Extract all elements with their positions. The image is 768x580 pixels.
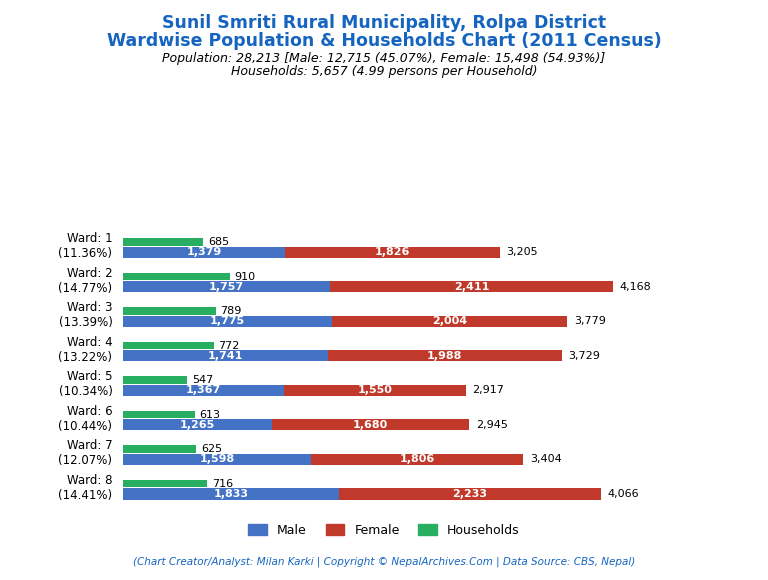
Bar [123, 238, 204, 246]
Text: Sunil Smriti Rural Municipality, Rolpa District: Sunil Smriti Rural Municipality, Rolpa D… [162, 14, 606, 32]
Bar [123, 488, 339, 499]
Text: 4,168: 4,168 [620, 282, 651, 292]
Legend: Male, Female, Households: Male, Female, Households [243, 519, 525, 542]
Text: (Chart Creator/Analyst: Milan Karki | Copyright © NepalArchives.Com | Data Sourc: (Chart Creator/Analyst: Milan Karki | Co… [133, 557, 635, 567]
Bar [123, 273, 230, 280]
Text: Households: 5,657 (4.99 persons per Household): Households: 5,657 (4.99 persons per Hous… [230, 65, 538, 78]
Text: 2,004: 2,004 [432, 316, 467, 327]
Text: 1,550: 1,550 [357, 386, 392, 396]
Text: Wardwise Population & Households Chart (2011 Census): Wardwise Population & Households Chart (… [107, 32, 661, 50]
Text: 2,411: 2,411 [454, 282, 489, 292]
Bar [283, 385, 466, 396]
Bar [332, 316, 568, 327]
Text: 4,066: 4,066 [607, 489, 639, 499]
Text: 1,826: 1,826 [375, 247, 410, 258]
Text: 1,775: 1,775 [210, 316, 245, 327]
Text: 1,741: 1,741 [207, 351, 243, 361]
Text: 1,379: 1,379 [187, 247, 222, 258]
Bar [123, 385, 283, 396]
Text: 1,988: 1,988 [427, 351, 462, 361]
Text: 1,367: 1,367 [186, 386, 221, 396]
Text: 2,945: 2,945 [476, 420, 508, 430]
Text: 613: 613 [200, 409, 220, 419]
Bar [123, 350, 328, 361]
Bar [123, 342, 214, 349]
Bar [328, 350, 561, 361]
Text: 1,806: 1,806 [399, 455, 435, 465]
Text: 2,233: 2,233 [452, 489, 488, 499]
Bar [285, 247, 500, 258]
Text: 625: 625 [201, 444, 222, 454]
Bar [123, 247, 285, 258]
Text: 3,729: 3,729 [568, 351, 600, 361]
Text: 716: 716 [212, 478, 233, 488]
Text: 1,757: 1,757 [209, 282, 243, 292]
Text: 3,205: 3,205 [506, 247, 538, 258]
Text: 772: 772 [218, 340, 240, 350]
Bar [123, 419, 272, 430]
Text: 3,779: 3,779 [574, 316, 606, 327]
Bar [311, 454, 523, 465]
Text: 2,917: 2,917 [472, 386, 505, 396]
Text: 910: 910 [235, 271, 256, 281]
Bar [123, 480, 207, 487]
Text: 1,265: 1,265 [180, 420, 215, 430]
Text: 685: 685 [208, 237, 230, 247]
Text: 789: 789 [220, 306, 242, 316]
Bar [272, 419, 469, 430]
Bar [123, 454, 311, 465]
Bar [123, 376, 187, 384]
Bar [339, 488, 601, 499]
Text: 1,833: 1,833 [214, 489, 248, 499]
Bar [123, 445, 197, 453]
Text: 3,404: 3,404 [530, 455, 561, 465]
Text: 547: 547 [192, 375, 214, 385]
Bar [123, 316, 332, 327]
Bar [123, 281, 329, 292]
Bar [329, 281, 614, 292]
Text: 1,680: 1,680 [353, 420, 388, 430]
Text: 1,598: 1,598 [199, 455, 234, 465]
Text: Population: 28,213 [Male: 12,715 (45.07%), Female: 15,498 (54.93%)]: Population: 28,213 [Male: 12,715 (45.07%… [162, 52, 606, 65]
Bar [123, 307, 216, 315]
Bar [123, 411, 195, 418]
